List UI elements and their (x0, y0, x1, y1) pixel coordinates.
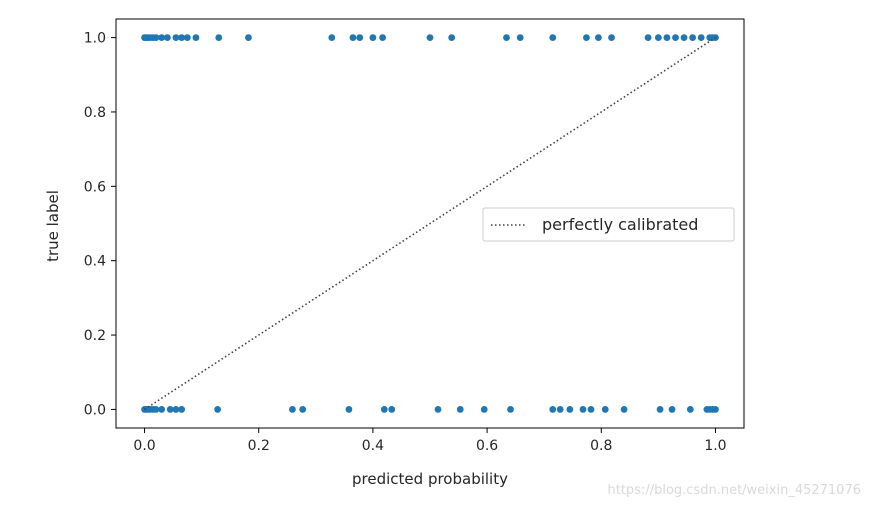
data-point (158, 406, 166, 413)
data-point (680, 34, 688, 41)
plot-frame (115, 18, 745, 429)
data-point (163, 34, 171, 41)
data-point (448, 34, 456, 41)
data-point (152, 406, 160, 413)
data-point (556, 406, 564, 413)
y-axis: 0.0 0.2 0.4 0.6 0.8 1.0 (84, 31, 116, 418)
data-point (672, 34, 679, 41)
x-tick-label: 0.0 (133, 438, 155, 454)
data-point (663, 34, 671, 41)
data-point (245, 34, 252, 41)
data-point (192, 34, 200, 41)
data-point (426, 34, 434, 41)
data-point (712, 406, 719, 413)
data-point (349, 34, 357, 41)
data-point (183, 34, 191, 41)
data-point (601, 406, 609, 413)
data-point (299, 406, 307, 413)
data-point (379, 34, 387, 41)
y-tick-label: 0.4 (84, 254, 106, 270)
data-point (697, 34, 705, 41)
data-point (686, 406, 694, 413)
data-point (516, 34, 524, 41)
data-point (434, 406, 442, 413)
x-tick-label: 0.4 (362, 438, 384, 454)
data-point (583, 34, 590, 41)
data-point (668, 406, 676, 413)
data-point (579, 406, 587, 413)
data-point (158, 34, 166, 41)
x-tick-label: 0.8 (590, 438, 612, 454)
x-axis: 0.0 0.2 0.4 0.6 0.8 1.0 (133, 428, 727, 454)
data-point (656, 406, 664, 413)
watermark: https://blog.csdn.net/weixin_45271076 (607, 483, 861, 498)
data-point (215, 34, 223, 41)
x-tick-label: 0.6 (476, 438, 498, 454)
data-point (503, 34, 510, 41)
data-point (289, 406, 296, 413)
y-axis-label: true label (44, 190, 62, 262)
legend: perfectly calibrated (482, 207, 735, 242)
data-point (566, 406, 574, 413)
data-point (214, 406, 222, 413)
legend-label: perfectly calibrated (542, 215, 698, 234)
y-tick-label: 0.0 (84, 402, 106, 418)
y-tick-label: 0.2 (84, 328, 106, 344)
data-point (608, 34, 615, 41)
y-tick-label: 0.8 (84, 105, 106, 121)
data-point (178, 34, 186, 41)
x-axis-label: predicted probability (352, 470, 508, 488)
data-point (172, 34, 180, 41)
data-point (369, 34, 377, 41)
data-point (388, 406, 396, 413)
x-tick-label: 1.0 (704, 438, 726, 454)
data-point (456, 406, 464, 413)
data-point (620, 406, 628, 413)
data-point (166, 406, 174, 413)
data-point (689, 34, 697, 41)
data-point (345, 406, 353, 413)
data-point (480, 406, 488, 413)
data-point (587, 406, 595, 413)
data-point (328, 34, 336, 41)
data-point (507, 406, 514, 413)
data-point (172, 406, 180, 413)
data-point (654, 34, 662, 41)
y-tick-label: 0.6 (84, 179, 106, 195)
perfectly-calibrated-line (144, 36, 716, 411)
data-point (178, 406, 186, 413)
data-point (595, 34, 602, 41)
data-point (356, 34, 364, 41)
y-tick-label: 1.0 (84, 31, 106, 47)
x-tick-label: 0.2 (248, 438, 270, 454)
data-point (549, 406, 557, 413)
data-point (644, 34, 652, 41)
chart-marks (141, 34, 719, 413)
legend-box (482, 207, 735, 242)
data-point (380, 406, 388, 413)
data-point (152, 34, 160, 41)
data-point (549, 34, 557, 41)
